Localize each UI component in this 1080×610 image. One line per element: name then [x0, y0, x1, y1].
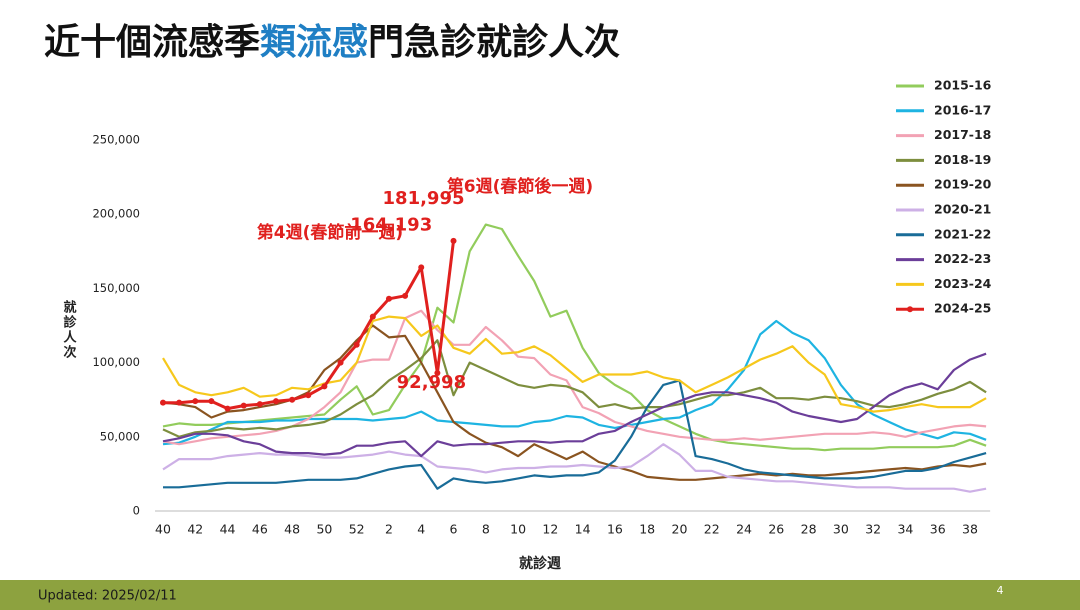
- point: [256, 401, 263, 408]
- x-tick-label: 26: [768, 522, 784, 537]
- legend-label: 2020-21: [934, 202, 991, 217]
- x-tick-label: 10: [510, 522, 526, 537]
- x-tick-label: 24: [736, 522, 752, 537]
- x-tick-label: 52: [349, 522, 365, 537]
- point: [192, 398, 199, 405]
- point: [208, 398, 215, 405]
- y-axis-label: 就診人次: [61, 299, 77, 360]
- x-axis-label: 就診週: [519, 555, 561, 572]
- x-tick-label: 22: [704, 522, 720, 537]
- x-tick-label: 42: [187, 522, 203, 537]
- legend-marker: [907, 306, 913, 313]
- x-tick-label: 20: [672, 522, 688, 537]
- value-label: 164,193: [350, 214, 432, 235]
- y-tick-label: 0: [133, 504, 140, 518]
- footer-bar: [0, 580, 1080, 610]
- footer-text: Updated: 2025/02/11: [38, 589, 177, 604]
- point: [418, 264, 425, 271]
- title-segment: 類流感: [260, 22, 368, 63]
- series-line: [162, 443, 987, 493]
- x-tick-label: 34: [897, 522, 913, 537]
- series-line: [162, 339, 987, 438]
- legend-label: 2019-20: [934, 177, 992, 192]
- x-tick-label: 32: [865, 522, 881, 537]
- page-number: 4: [997, 584, 1004, 597]
- y-tick-label: 150,000: [92, 281, 140, 295]
- series-line: [162, 319, 987, 446]
- x-tick-label: 44: [220, 522, 236, 537]
- x-tick-label: 16: [607, 522, 623, 537]
- chart-title: 近十個流感季類流感門急診就診人次: [44, 22, 620, 63]
- value-label: 181,995: [383, 188, 465, 209]
- point: [450, 237, 457, 244]
- point: [289, 396, 296, 403]
- annotation: 第4週(春節前一週): [257, 222, 403, 243]
- y-tick-label: 250,000: [92, 133, 140, 147]
- series-line: [162, 309, 987, 446]
- point: [321, 383, 328, 390]
- legend-label: 2018-19: [934, 152, 991, 167]
- series-line: [163, 379, 987, 490]
- point: [434, 369, 441, 376]
- x-tick-label: 46: [252, 522, 268, 537]
- x-tick-label: 36: [930, 522, 946, 537]
- point: [224, 405, 231, 412]
- point: [402, 292, 409, 299]
- x-tick-label: 8: [482, 522, 490, 537]
- x-tick-label: 28: [801, 522, 817, 537]
- point: [240, 402, 247, 409]
- legend-label: 2016-17: [934, 102, 991, 117]
- point: [369, 313, 376, 320]
- series-line: [162, 315, 987, 413]
- point: [176, 399, 183, 406]
- x-tick-label: 40: [155, 522, 171, 537]
- value-label: 92,998: [397, 372, 466, 393]
- annotation: 第6週(春節後一週): [447, 176, 593, 197]
- x-tick-label: 4: [417, 522, 425, 537]
- series-line: [162, 352, 987, 458]
- legend-label: 2022-23: [934, 251, 991, 266]
- legend-label: 2021-22: [934, 226, 991, 241]
- series-line: [162, 223, 987, 452]
- x-tick-label: 50: [316, 522, 332, 537]
- point: [160, 399, 166, 406]
- x-tick-label: 48: [284, 522, 300, 537]
- y-tick-label: 50,000: [100, 429, 140, 443]
- legend-label: 2023-24: [934, 276, 992, 291]
- point: [272, 398, 279, 405]
- x-tick-label: 6: [450, 522, 458, 537]
- x-tick-label: 14: [575, 522, 591, 537]
- legend-label: 2024-25: [934, 301, 991, 316]
- x-tick-label: 12: [542, 522, 558, 537]
- legend-label: 2017-18: [934, 127, 991, 142]
- title-segment: 近十個流感季: [44, 22, 260, 63]
- legend-label: 2015-16: [934, 78, 992, 93]
- x-tick-label: 38: [962, 522, 978, 537]
- point: [353, 341, 360, 348]
- point: [337, 359, 344, 366]
- title-segment: 門急診就診人次: [368, 22, 620, 63]
- y-tick-label: 200,000: [92, 207, 140, 221]
- x-tick-label: 2: [385, 522, 393, 537]
- point: [305, 392, 312, 399]
- x-tick-label: 18: [639, 522, 655, 537]
- y-tick-label: 100,000: [92, 355, 140, 369]
- x-tick-label: 30: [833, 522, 849, 537]
- point: [385, 295, 392, 302]
